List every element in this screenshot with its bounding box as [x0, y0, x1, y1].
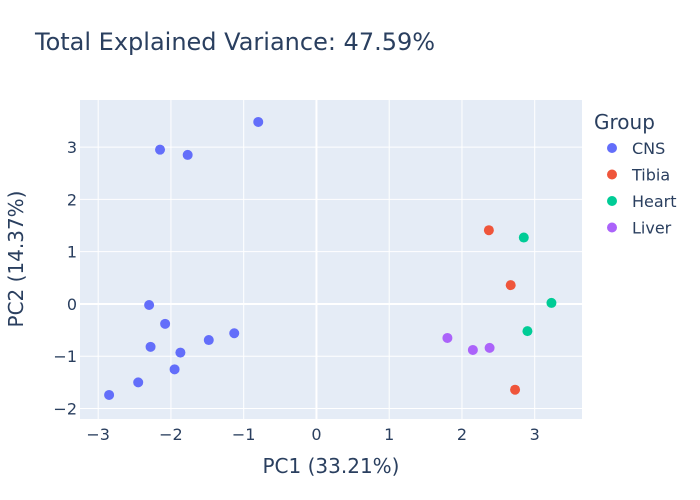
legend-marker — [607, 169, 617, 180]
legend: Group CNS Tibia Heart Liver — [594, 110, 677, 238]
x-axis-ticks: −3 −2 −1 0 1 2 3 — [86, 425, 539, 444]
y-tick-label: −1 — [53, 347, 77, 366]
x-tick-label: 0 — [311, 425, 321, 444]
legend-label: Heart — [632, 192, 677, 211]
legend-item-heart[interactable]: Heart — [607, 192, 677, 211]
data-point — [518, 232, 529, 243]
legend-marker — [607, 196, 617, 206]
series-tibia — [483, 225, 521, 395]
legend-item-liver[interactable]: Liver — [607, 219, 672, 238]
series-cns — [104, 116, 264, 400]
data-point — [144, 299, 155, 310]
x-tick-label: −1 — [232, 425, 256, 444]
data-point — [104, 389, 115, 400]
data-point — [145, 341, 156, 352]
legend-marker — [607, 222, 617, 233]
data-point — [133, 377, 144, 388]
y-tick-label: 2 — [67, 190, 77, 209]
legend-label: CNS — [632, 139, 665, 158]
data-point — [182, 149, 193, 160]
y-tick-label: −2 — [53, 400, 77, 419]
legend-marker — [607, 143, 617, 153]
y-tick-label: 1 — [67, 243, 77, 262]
y-tick-label: 3 — [67, 138, 77, 157]
data-point — [483, 225, 494, 236]
x-axis-title: PC1 (33.21%) — [263, 454, 400, 478]
data-point — [253, 116, 264, 127]
legend-title: Group — [594, 110, 655, 134]
x-tick-label: −3 — [86, 425, 110, 444]
data-point — [175, 347, 186, 358]
y-axis-title: PC2 (14.37%) — [4, 191, 28, 328]
series-liver — [442, 332, 495, 355]
data-point — [467, 344, 478, 355]
x-tick-label: 3 — [530, 425, 540, 444]
legend-label: Liver — [632, 219, 672, 238]
x-tick-label: 1 — [384, 425, 394, 444]
data-point — [510, 384, 521, 395]
data-point — [505, 280, 516, 291]
data-point — [546, 297, 557, 308]
legend-items: CNS Tibia Heart Liver — [607, 139, 677, 238]
data-point — [442, 332, 453, 343]
data-point — [484, 342, 495, 353]
legend-item-tibia[interactable]: Tibia — [607, 166, 670, 185]
x-tick-label: 2 — [457, 425, 467, 444]
data-points — [104, 116, 557, 400]
x-tick-label: −2 — [159, 425, 183, 444]
series-heart — [518, 232, 557, 337]
data-point — [169, 364, 180, 375]
data-point — [522, 326, 533, 337]
y-tick-label: 0 — [67, 295, 77, 314]
data-point — [155, 144, 166, 155]
zero-lines — [80, 100, 582, 419]
data-point — [160, 318, 171, 329]
data-point — [229, 328, 240, 339]
y-axis-ticks: −2 −1 0 1 2 3 — [53, 138, 77, 418]
legend-item-cns[interactable]: CNS — [607, 139, 665, 158]
legend-label: Tibia — [631, 166, 670, 185]
chart-title: Total Explained Variance: 47.59% — [34, 28, 435, 56]
data-point — [203, 335, 214, 346]
plot-area — [80, 100, 582, 419]
